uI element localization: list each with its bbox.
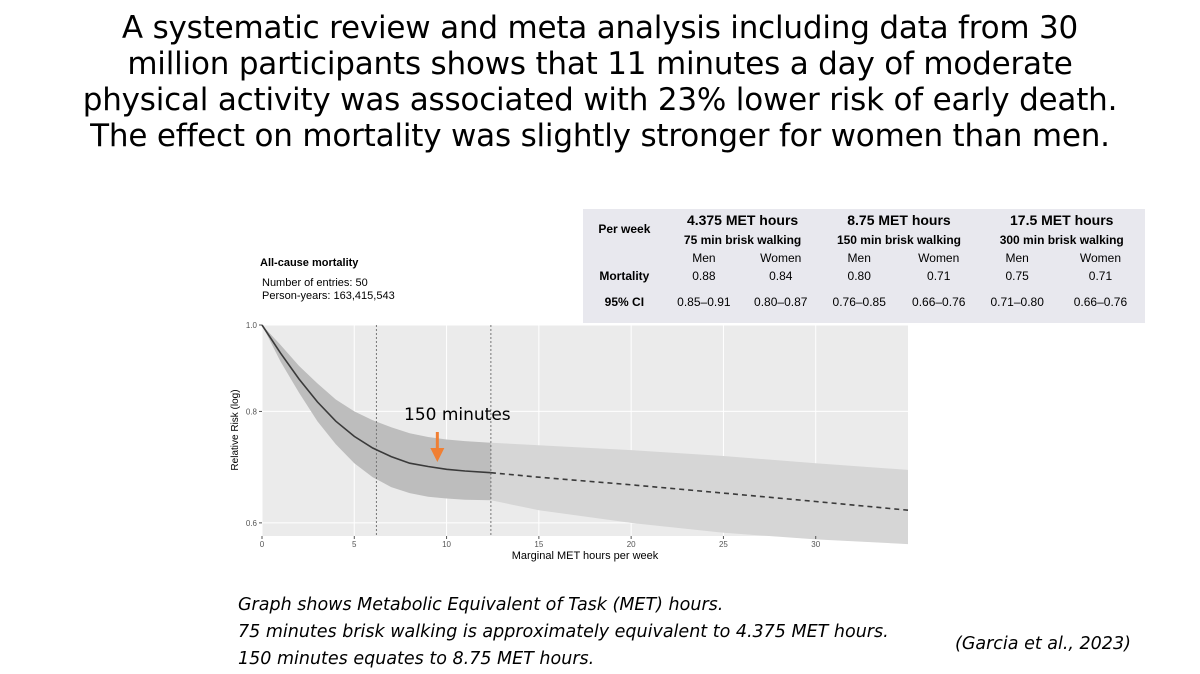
group-walk-label: 300 min brisk walking	[999, 233, 1124, 247]
group-met-label: 8.75 MET hours	[847, 212, 951, 228]
ci-value: 0.80–0.87	[754, 295, 808, 309]
per-week-label: Per week	[598, 222, 651, 236]
ci-value: 0.76–0.85	[832, 295, 886, 309]
y-tick-label: 0.8	[246, 407, 258, 416]
x-tick-label: 10	[442, 540, 451, 549]
axis-layer: 0 5 10 15 20 25 30 0.6 0.8 1.0	[246, 321, 821, 549]
estimate-line	[261, 324, 491, 474]
headline-line: The effect on mortality was slightly str…	[90, 118, 1110, 154]
sex-label: Men	[847, 251, 871, 265]
ci-band	[262, 325, 491, 501]
x-tick-label: 30	[811, 540, 820, 549]
mortality-value: 0.88	[692, 269, 716, 283]
headline-line: million participants shows that 11 minut…	[127, 46, 1073, 82]
ci-value: 0.66–0.76	[1073, 295, 1128, 309]
sex-label: Women	[1079, 251, 1122, 265]
reference-line-layer	[375, 325, 492, 536]
ci-label: 95% CI	[604, 295, 645, 309]
extrapolated-line	[490, 471, 909, 511]
x-tick-label: 0	[260, 540, 265, 549]
ci-value: 0.85–0.91	[677, 295, 731, 309]
group-met-label: 17.5 MET hours	[1010, 212, 1114, 228]
group-walk-label: 150 min brisk walking	[836, 233, 961, 247]
arrow-head	[430, 448, 445, 462]
ci-band-layer	[262, 325, 908, 545]
x-tick-label: 20	[627, 540, 636, 549]
chart-title: All-cause mortality	[260, 257, 359, 269]
x-tick-label: 5	[352, 540, 357, 549]
series-line-layer	[261, 324, 909, 511]
citation: (Garcia et al., 2023)	[955, 634, 1131, 654]
sex-label: Women	[760, 251, 802, 265]
headline: A systematic review and meta analysis in…	[0, 10, 1200, 154]
group-walk-label: 75 min brisk walking	[683, 233, 802, 247]
caption: Graph shows Metabolic Equivalent of Task…	[238, 592, 889, 673]
ci-value: 0.66–0.76	[912, 295, 966, 309]
sex-label: Men	[1005, 251, 1029, 265]
down-arrow-icon	[430, 432, 445, 462]
annotation-label: 150 minutes	[404, 405, 511, 425]
y-tick-label: 0.6	[246, 519, 258, 528]
mortality-value: 0.84	[769, 269, 793, 283]
headline-line: A systematic review and meta analysis in…	[121, 10, 1079, 46]
mortality-value: 0.71	[1088, 269, 1113, 283]
chart-subtitle-line: Person-years: 163,415,543	[262, 290, 395, 302]
summary-table: Per week 4.375 MET hours 8.75 MET hours …	[583, 209, 1145, 323]
ci-band	[490, 442, 908, 545]
caption-line: Graph shows Metabolic Equivalent of Task…	[238, 595, 724, 615]
group-met-label: 4.375 MET hours	[686, 212, 799, 228]
ci-value: 0.71–0.80	[990, 295, 1044, 309]
x-axis-label: Marginal MET hours per week	[512, 550, 659, 562]
sex-label: Women	[918, 251, 960, 265]
sex-label: Men	[692, 251, 716, 265]
chart-subtitle-line: Number of entries: 50	[262, 277, 368, 289]
caption-line: 150 minutes equates to 8.75 MET hours.	[238, 649, 595, 669]
y-axis-label: Relative Risk (log)	[230, 389, 241, 470]
caption-line: 75 minutes brisk walking is approximatel…	[238, 622, 889, 642]
x-tick-label: 15	[534, 540, 543, 549]
mortality-chart: All-cause mortality Number of entries: 5…	[230, 257, 909, 562]
headline-line: physical activity was associated with 23…	[82, 82, 1118, 118]
y-tick-label: 1.0	[246, 321, 258, 330]
mortality-label: Mortality	[599, 269, 650, 283]
mortality-value: 0.71	[927, 269, 951, 283]
x-tick-label: 25	[719, 540, 728, 549]
mortality-value: 0.75	[1005, 269, 1029, 283]
mortality-value: 0.80	[847, 269, 871, 283]
